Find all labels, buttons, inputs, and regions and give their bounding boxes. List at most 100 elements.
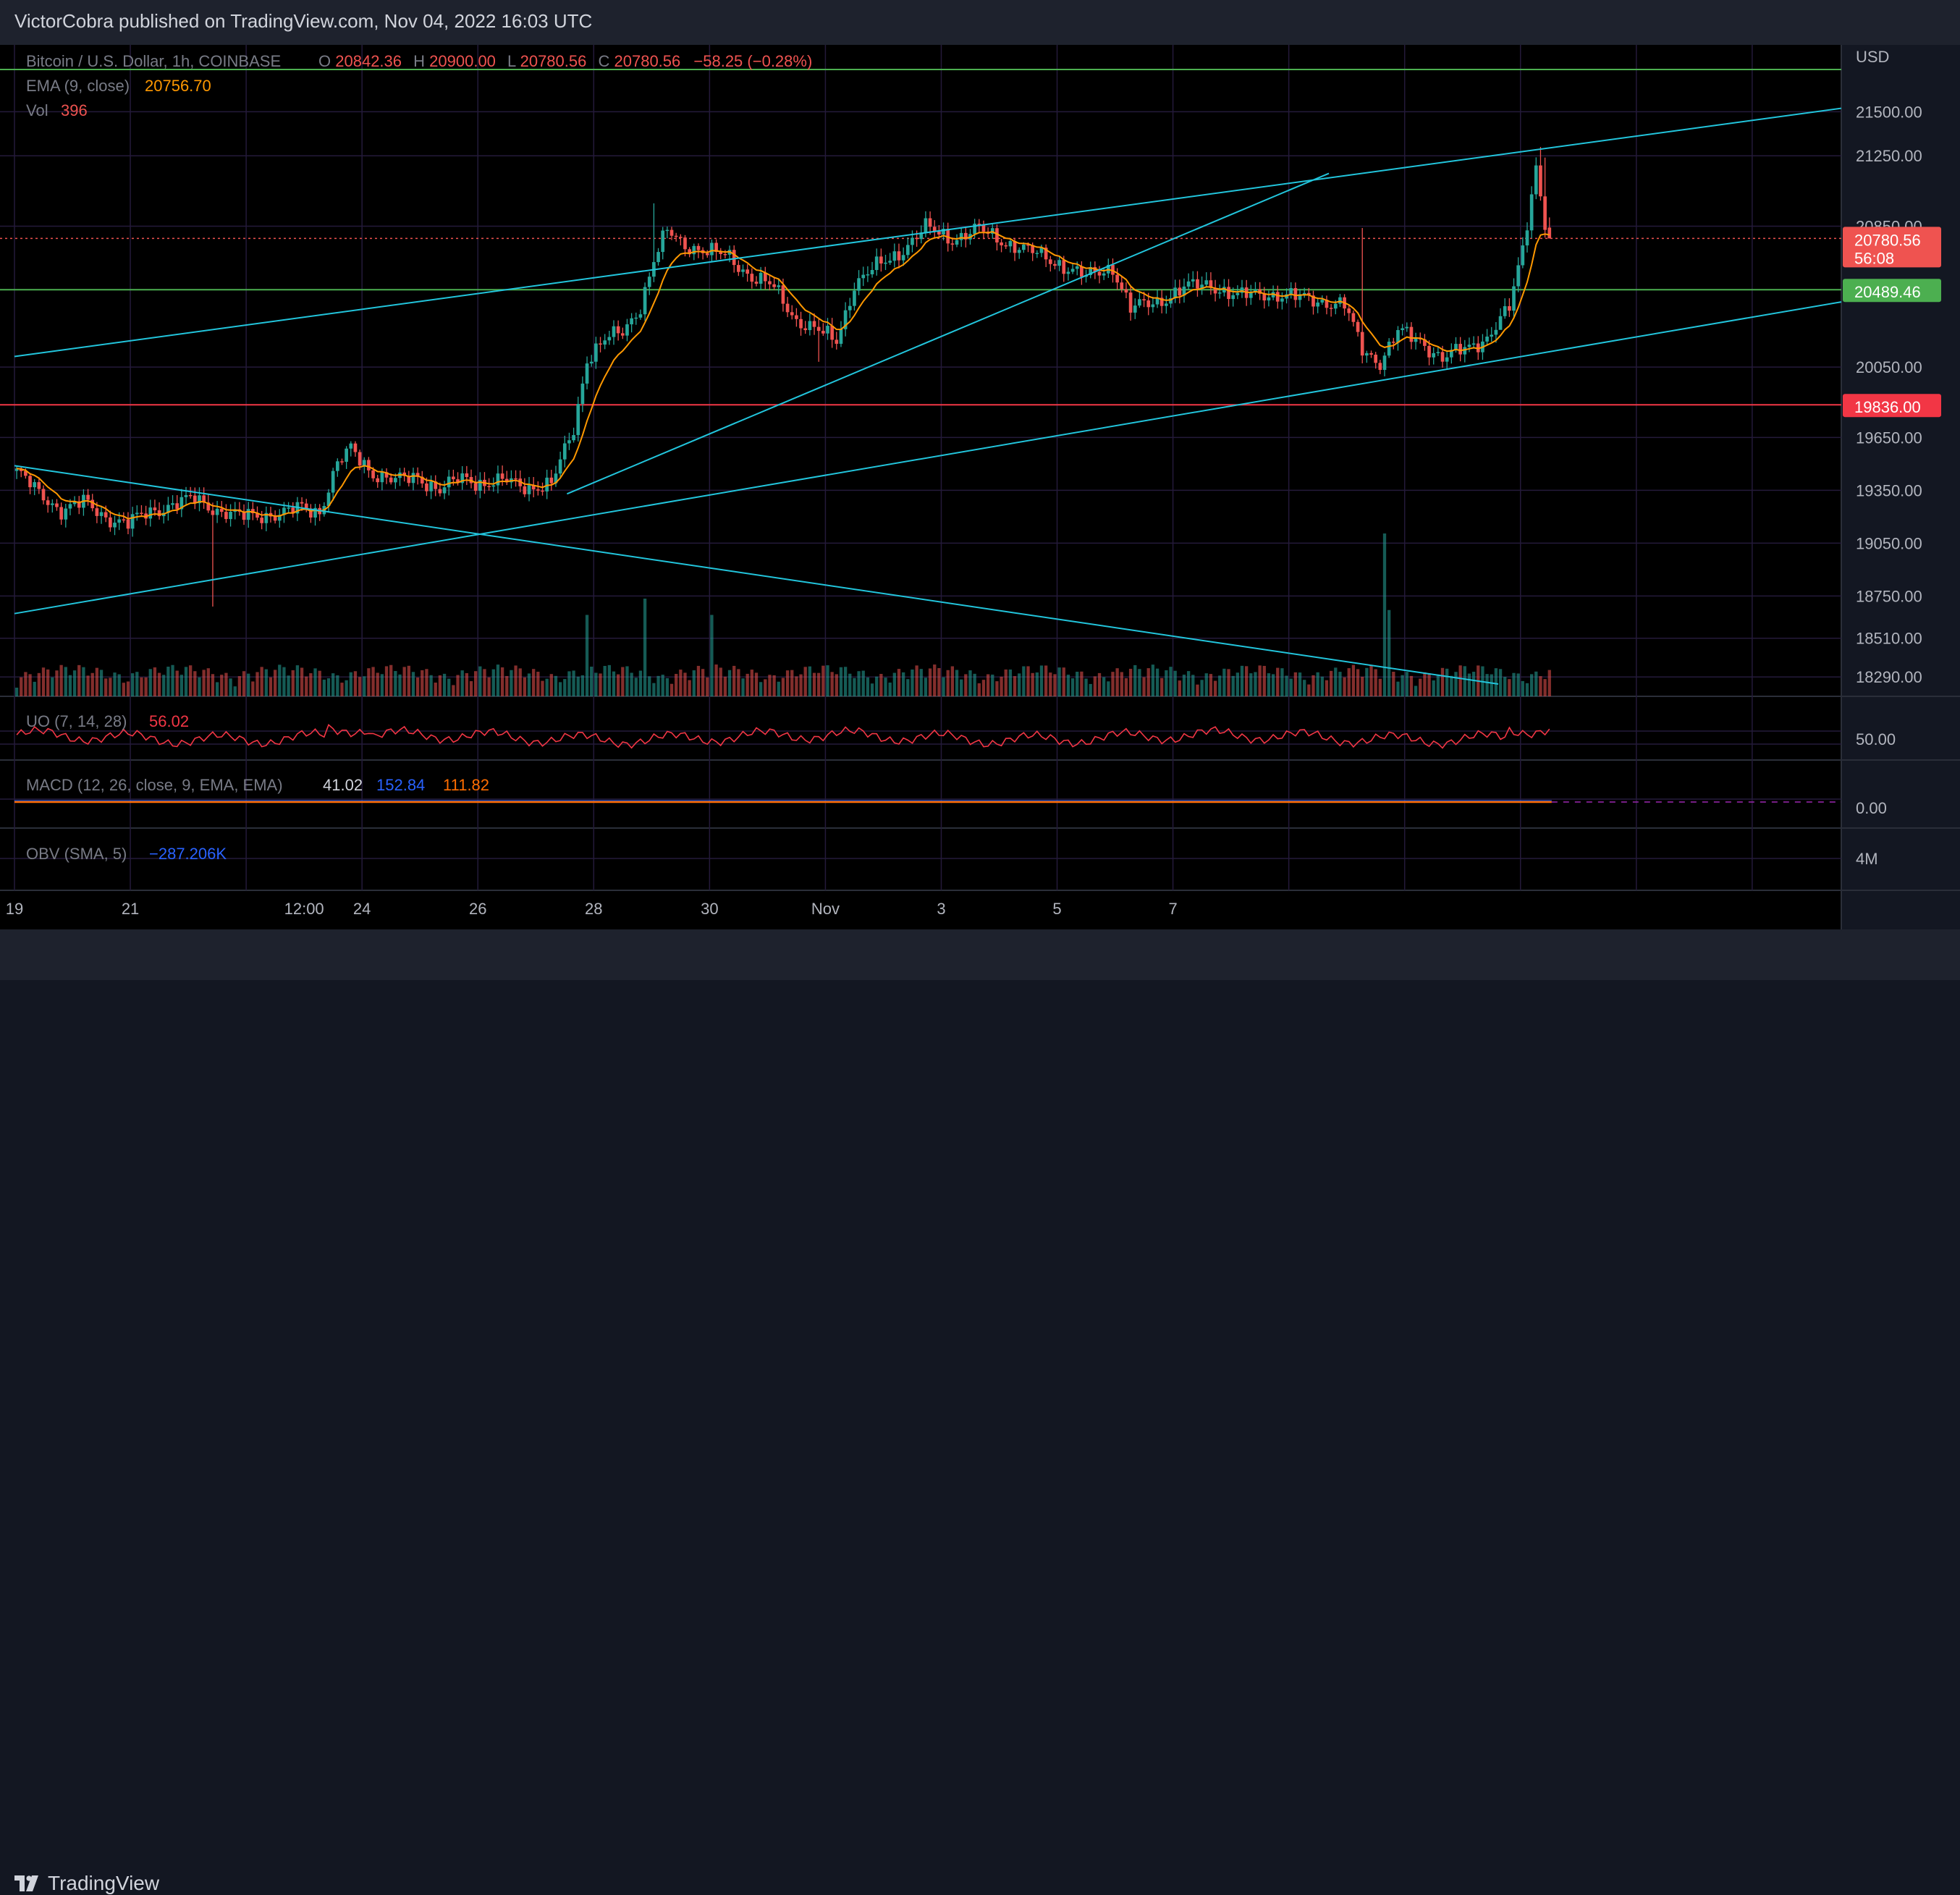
candle-body-116 [531, 485, 536, 490]
candle-body-296 [1333, 303, 1338, 309]
volume-bar-52 [247, 673, 250, 696]
volume-bar-227 [1026, 666, 1030, 696]
volume-bar-27 [135, 672, 139, 696]
volume-bar-137 [625, 666, 629, 696]
volume-bar-77 [358, 677, 362, 696]
volume-bar-145 [661, 675, 664, 696]
time-tick-7: Nov [811, 900, 840, 918]
volume-bar-206 [933, 664, 937, 696]
obv-label: OBV (SMA, 5) [26, 845, 127, 863]
price-axis[interactable]: USD21500.0021250.0020850.0020050.0019650… [1843, 48, 1941, 868]
candle-body-172 [781, 285, 785, 304]
volume-bar-322 [1450, 675, 1453, 696]
candle-body-65 [304, 503, 308, 509]
candle-body-324 [1458, 344, 1462, 355]
candle-body-317 [1427, 345, 1431, 358]
candle-body-188 [853, 290, 856, 306]
legend-open: 20842.36 [335, 52, 402, 70]
axis-tick-3: 20050.00 [1856, 358, 1922, 376]
candle-body-220 [995, 228, 999, 242]
candle-body-260 [1173, 287, 1178, 298]
volume-bar-71 [331, 673, 335, 696]
volume-bar-54 [255, 672, 259, 696]
candle-body-167 [759, 272, 763, 284]
time-tick-8: 3 [937, 900, 945, 918]
volume-bar-183 [830, 672, 834, 696]
volume-bar-114 [523, 677, 527, 696]
volume-bar-61 [287, 675, 290, 696]
candle-body-89 [411, 473, 415, 484]
horizontal-levels[interactable] [0, 69, 1841, 406]
time-tick-5: 28 [585, 900, 602, 918]
candle-body-334 [1503, 306, 1507, 316]
volume-bar-70 [326, 678, 331, 696]
volume-bar-32 [157, 672, 161, 696]
volume-bar-224 [1013, 676, 1017, 696]
volume-bar-19 [99, 670, 104, 696]
volume-bar-15 [82, 667, 85, 696]
candle-body-342 [1539, 165, 1542, 197]
candle-body-153 [696, 245, 701, 250]
candle-body-234 [1057, 260, 1061, 266]
candle-body-179 [812, 321, 816, 327]
volume-bar-213 [964, 674, 968, 696]
candle-body-239 [1080, 266, 1084, 277]
candle-body-14 [77, 501, 81, 508]
volume-bar-218 [986, 674, 990, 696]
candle-body-219 [990, 228, 994, 234]
candle-body-85 [394, 478, 397, 483]
volume-bar-264 [1191, 675, 1195, 696]
volume-bar-95 [438, 675, 442, 696]
volume-bar-234 [1057, 667, 1061, 696]
volume-bar-288 [1298, 672, 1302, 696]
candle-body-62 [291, 507, 295, 514]
volume-bar-43 [206, 668, 210, 696]
candle-body-318 [1432, 353, 1436, 358]
candle-body-178 [808, 321, 812, 331]
candle-body-79 [367, 460, 371, 470]
time-axis[interactable]: 19 21 12:00 24 26 28 30 Nov 3 5 7 [6, 900, 1178, 918]
volume-bar-243 [1097, 672, 1102, 696]
candle-body-225 [1017, 250, 1021, 253]
candle-body-158 [719, 252, 723, 254]
volume-bar-263 [1186, 671, 1191, 696]
volume-bar-216 [977, 683, 981, 696]
candle-body-249 [1124, 289, 1128, 293]
ema-polyline [16, 231, 1550, 520]
volume-bar-193 [875, 676, 879, 696]
trendlines[interactable] [14, 107, 1842, 685]
candle-body-3 [28, 476, 32, 488]
volume-bar-39 [189, 665, 193, 696]
candle-body-217 [981, 224, 986, 232]
volume-bar-107 [491, 669, 495, 696]
time-tick-6: 30 [701, 900, 718, 918]
volume-bar-151 [688, 680, 691, 696]
volume-bar-253 [1142, 677, 1146, 696]
publish-header: VictorCobra published on TradingView.com… [0, 0, 1960, 45]
volume-bar-40 [193, 671, 197, 696]
volume-bar-226 [1022, 666, 1026, 696]
volume-bar-304 [1369, 664, 1373, 696]
tradingview-logo[interactable]: TradingView [14, 1872, 159, 1895]
volume-bar-104 [478, 666, 482, 696]
candle-body-254 [1146, 300, 1151, 308]
candle-body-9 [55, 503, 59, 507]
candle-body-223 [1008, 240, 1013, 247]
candle-body-193 [874, 256, 879, 271]
volume-bar-14 [77, 664, 81, 696]
volume-bar-75 [349, 672, 352, 696]
volume-bar-324 [1458, 665, 1462, 696]
volume-bar-24 [122, 683, 125, 696]
volume-bar-51 [242, 671, 246, 696]
volume-bar-122 [558, 682, 562, 696]
volume-bar-277 [1249, 673, 1253, 696]
candle-body-168 [763, 272, 767, 282]
candle-body-108 [496, 473, 500, 486]
volume-bar-246 [1111, 672, 1115, 696]
legend-ohlc: O 20842.36 H 20900.00 L 20780.56 C 20780… [318, 52, 812, 70]
chart-canvas[interactable]: USD21500.0021250.0020850.0020050.0019650… [0, 45, 1960, 929]
candle-body-126 [576, 404, 580, 436]
candle-body-149 [678, 237, 683, 238]
volume-bar-164 [745, 673, 749, 696]
volume-bar-162 [737, 669, 740, 696]
